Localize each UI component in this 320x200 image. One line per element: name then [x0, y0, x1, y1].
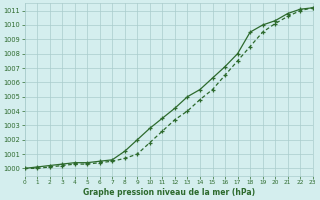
X-axis label: Graphe pression niveau de la mer (hPa): Graphe pression niveau de la mer (hPa)	[83, 188, 255, 197]
